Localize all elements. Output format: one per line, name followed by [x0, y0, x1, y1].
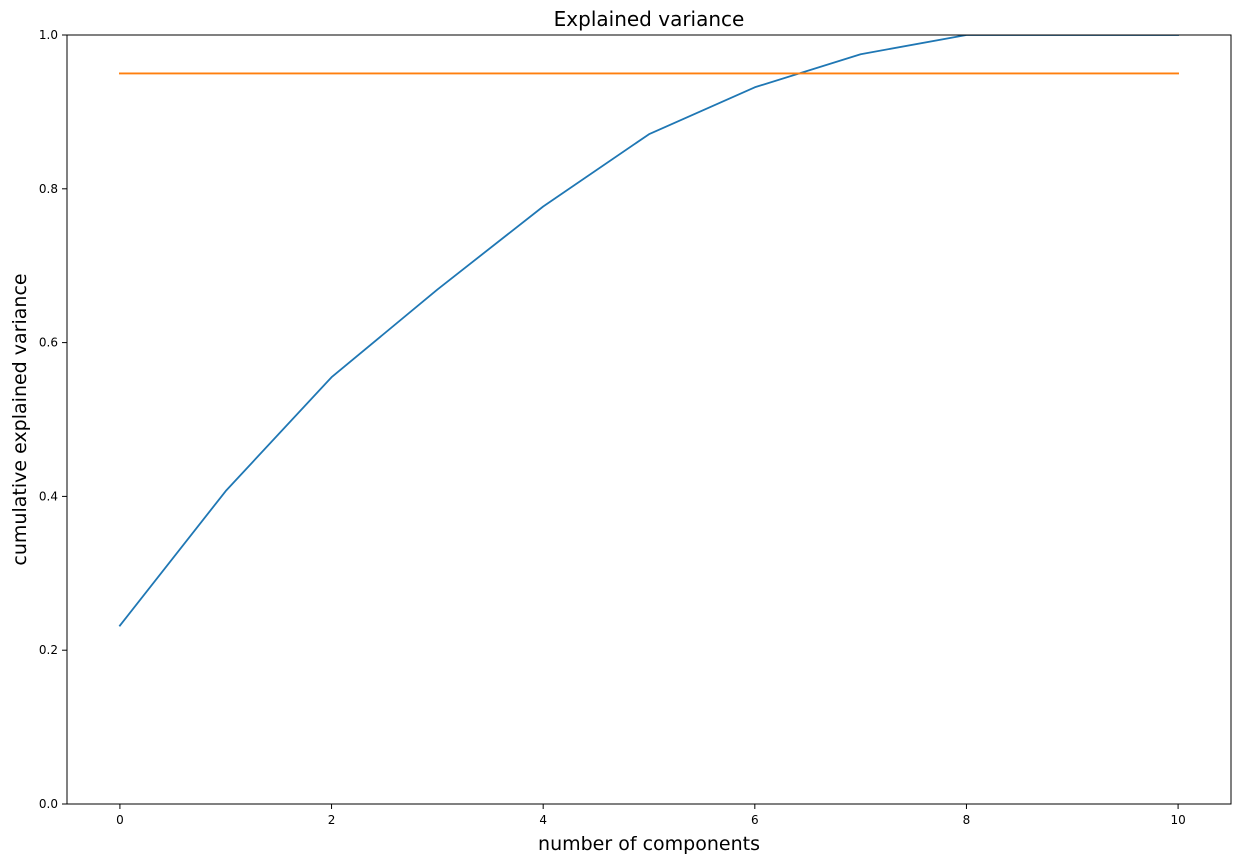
x-axis-label: number of components	[538, 833, 760, 855]
x-tick-label: 0	[116, 813, 124, 827]
x-tick-label: 8	[963, 813, 971, 827]
y-tick-label: 0.8	[39, 182, 58, 196]
y-tick-label: 1.0	[39, 28, 58, 42]
x-axis: 0 2 4 6 8 10	[116, 804, 1186, 827]
series-line-0	[118, 35, 1179, 627]
y-tick-label: 0.4	[39, 489, 58, 503]
x-tick-label: 6	[751, 813, 759, 827]
y-tick-label: 0.2	[39, 643, 58, 657]
series-layer	[118, 35, 1179, 627]
x-tick-label: 10	[1170, 813, 1185, 827]
y-tick-label: 0.6	[39, 336, 58, 350]
y-axis-label: cumulative explained variance	[9, 273, 31, 565]
y-tick-label: 0.0	[39, 797, 58, 811]
chart-title: Explained variance	[554, 7, 745, 31]
x-tick-label: 2	[328, 813, 336, 827]
y-axis: 0.0 0.2 0.4 0.6 0.8 1.0	[39, 28, 67, 811]
x-tick-label: 4	[539, 813, 547, 827]
plot-frame	[66, 34, 1232, 805]
